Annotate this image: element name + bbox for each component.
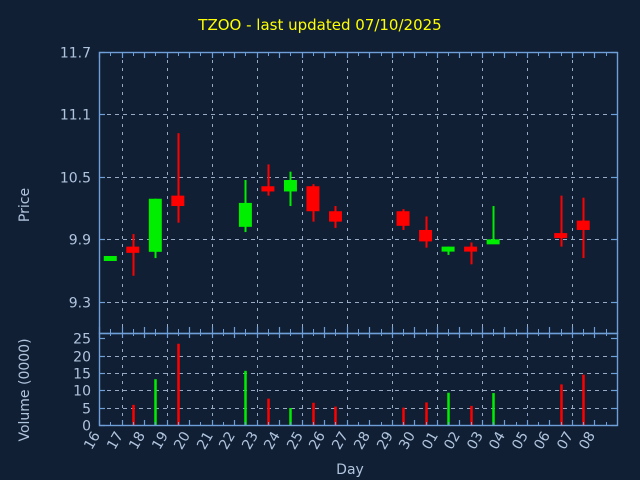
volume-tick-label: 25 — [73, 332, 91, 348]
candlestick — [464, 242, 478, 265]
candle-body — [283, 180, 297, 192]
day-tick-label: 25 — [284, 429, 307, 452]
price-tick-label: 11.7 — [60, 46, 91, 62]
price-tick-label: 11.1 — [60, 108, 91, 124]
candlestick — [554, 195, 568, 247]
day-tick-label: 23 — [239, 429, 262, 452]
day-tick-labels: 16 17 18 19 20 21 22 23 24 25 26 27 28 29 30 01 02 03 04 05… — [81, 429, 599, 453]
candle-body — [306, 186, 320, 212]
day-tick-label: 01 — [419, 429, 442, 452]
day-tick-label: 19 — [149, 429, 172, 452]
day-tick-label: 06 — [531, 429, 554, 453]
day-tick-label: 17 — [104, 429, 127, 452]
candlestick — [283, 171, 297, 207]
candle-body — [441, 246, 455, 252]
candlestick — [576, 197, 590, 259]
volume-tick-label: 0 — [82, 419, 91, 435]
candle-body — [171, 195, 185, 207]
volume-gridlines — [99, 333, 617, 425]
candlestick — [328, 206, 342, 228]
day-tick-label: 18 — [126, 429, 149, 452]
price-tick-labels: 11.7 11.1 10.5 9.9 9.3 — [60, 46, 91, 312]
candlestick — [261, 164, 275, 196]
day-tick-label: 24 — [261, 429, 284, 453]
candle-body — [464, 246, 478, 252]
candlestick — [441, 246, 455, 255]
day-tick-label: 27 — [329, 429, 352, 452]
day-tick-label: 08 — [576, 429, 599, 452]
candlestick — [486, 206, 500, 245]
candle-body — [419, 229, 433, 242]
candlestick — [238, 180, 252, 233]
candlestick — [419, 216, 433, 248]
candle-body — [126, 246, 140, 253]
day-tick-label: 29 — [374, 429, 397, 452]
price-axis-label: Price — [17, 188, 33, 222]
volume-tick-label: 5 — [82, 402, 91, 418]
candle-body — [103, 255, 117, 261]
volume-series — [132, 343, 585, 425]
candlestick — [171, 133, 185, 223]
day-tick-label: 04 — [486, 429, 509, 453]
price-tick-label: 10.5 — [60, 171, 91, 187]
candlestick-series — [103, 133, 590, 276]
axis-frames — [98, 51, 619, 427]
candle-body — [148, 198, 162, 252]
candle-body — [328, 211, 342, 222]
day-tick-label: 21 — [194, 429, 217, 452]
chart-title: TZOO - last updated 07/10/2025 — [197, 16, 441, 34]
price-tick-label: 9.3 — [69, 296, 91, 312]
candlestick — [396, 209, 410, 230]
candle-body — [396, 211, 410, 226]
day-tick-label: 26 — [306, 429, 329, 453]
day-tick-label: 20 — [171, 429, 194, 452]
day-tick-label: 30 — [396, 429, 419, 452]
candle-body — [576, 220, 590, 230]
candle-body — [486, 239, 500, 245]
candlestick — [103, 255, 117, 261]
volume-tick-label: 15 — [73, 367, 91, 383]
price-gridlines — [99, 52, 617, 333]
day-axis-label: Day — [336, 462, 364, 478]
day-tick-label: 16 — [81, 429, 104, 453]
day-tick-label: 28 — [351, 429, 374, 452]
candle-body — [238, 202, 252, 227]
candlestick — [306, 184, 320, 222]
volume-tick-label: 10 — [73, 384, 91, 400]
day-tick-label: 02 — [441, 429, 464, 452]
candle-body — [554, 233, 568, 239]
candlestick — [126, 234, 140, 276]
volume-axis-label: Volume (0000) — [17, 338, 33, 441]
day-tick-label: 05 — [509, 429, 532, 452]
price-tick-label: 9.9 — [69, 233, 91, 249]
candlestick — [148, 198, 162, 259]
day-tick-label: 07 — [554, 429, 577, 452]
candle-body — [261, 186, 275, 192]
volume-tick-label: 20 — [73, 350, 91, 366]
day-tick-label: 03 — [464, 429, 487, 452]
day-tick-label: 22 — [216, 429, 239, 452]
